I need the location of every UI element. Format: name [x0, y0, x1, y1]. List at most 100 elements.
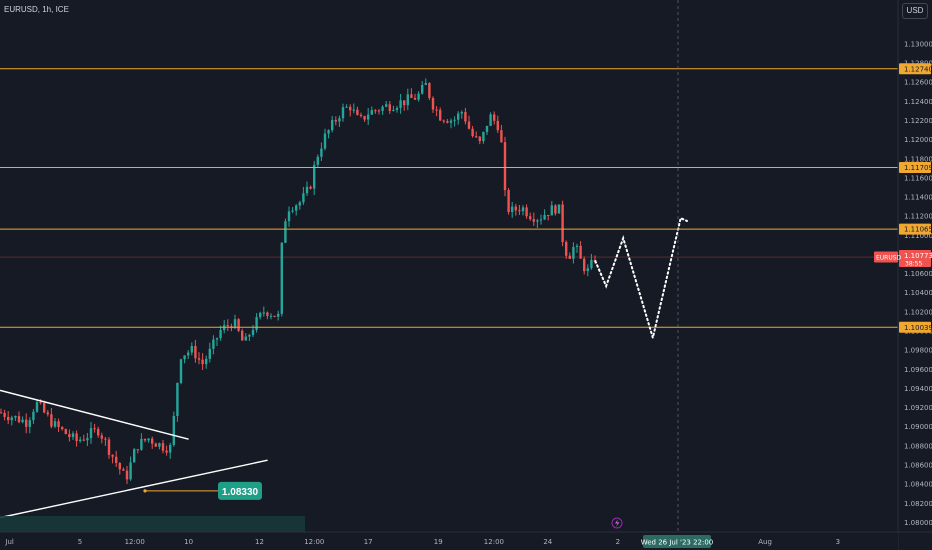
candle-body — [277, 313, 280, 317]
candle-body — [543, 214, 546, 220]
y-tick-label: 1.10200 — [904, 308, 932, 316]
candle-body — [554, 205, 557, 214]
candle-body — [154, 443, 157, 447]
candle-body — [255, 317, 258, 330]
candle-body — [323, 133, 327, 149]
x-tick-label: 12 — [255, 538, 264, 546]
candle-body — [467, 121, 471, 129]
candle-body — [352, 109, 355, 111]
lightning-icon — [611, 517, 623, 529]
candle-body — [43, 402, 46, 413]
candle-body — [53, 421, 57, 427]
y-tick-label: 1.09800 — [904, 347, 932, 355]
x-tick-label: 10 — [184, 538, 193, 546]
candle-body — [395, 107, 399, 110]
candle-body — [248, 335, 251, 337]
candle-body — [39, 402, 42, 404]
candle-body — [453, 119, 456, 121]
currency-button[interactable]: USD — [902, 3, 928, 19]
y-tick-label: 1.09600 — [904, 366, 932, 374]
candle-body — [341, 107, 345, 119]
candle-body — [349, 106, 352, 111]
candle-body — [503, 142, 507, 191]
candle-body — [485, 125, 489, 132]
level-price-label: 1.11709 — [904, 164, 932, 172]
candle-body — [507, 190, 510, 213]
y-tick-label: 1.11400 — [904, 194, 932, 202]
candle-body — [89, 428, 93, 439]
level-price-label: 1.11065 — [904, 226, 932, 234]
x-tick-label: 19 — [434, 538, 443, 546]
candle-body — [179, 359, 183, 383]
candle-body — [82, 439, 85, 441]
candle-body — [190, 345, 193, 353]
y-tick-label: 1.13000 — [904, 40, 932, 48]
y-tick-label: 1.12400 — [904, 98, 932, 106]
candle-body — [194, 345, 197, 359]
annotation-dot — [143, 489, 147, 493]
x-tick-label: 5 — [78, 538, 82, 546]
candle-body — [262, 312, 265, 314]
price-axis[interactable]: 1.130001.128001.126001.124001.122001.120… — [874, 0, 932, 550]
level-price-tag — [899, 223, 931, 235]
candle-body — [269, 315, 273, 317]
candle-body — [370, 110, 373, 115]
candle-body — [331, 120, 334, 131]
candle-body — [539, 219, 543, 221]
candle-body — [313, 164, 316, 189]
candle-body — [385, 104, 388, 107]
candle-body — [316, 156, 319, 165]
y-tick-label: 1.11800 — [904, 155, 932, 163]
y-tick-label: 1.11600 — [904, 174, 932, 182]
candle-body — [471, 128, 474, 137]
candle-body — [75, 433, 78, 441]
candle-body — [399, 100, 402, 108]
candle-body — [79, 439, 82, 441]
candle-body — [417, 93, 420, 100]
candle-body — [406, 94, 409, 106]
candle-body — [363, 116, 366, 120]
candle-body — [518, 210, 521, 212]
candle-body — [309, 186, 312, 189]
candle-body — [359, 114, 363, 117]
candle-body — [338, 118, 341, 122]
y-tick-label: 1.09200 — [904, 404, 932, 412]
candle-body — [172, 415, 175, 445]
candle-body — [259, 312, 262, 318]
trendline — [0, 389, 189, 440]
candle-body — [25, 419, 28, 427]
candle-body — [7, 416, 10, 421]
candle-body — [125, 470, 129, 480]
symbol-title[interactable]: EURUSD, 1h, ICE — [4, 5, 69, 14]
candle-body — [136, 449, 139, 451]
candle-body — [464, 112, 467, 122]
y-tick-label: 1.12600 — [904, 79, 932, 87]
candle-body — [212, 339, 215, 349]
candles — [0, 78, 597, 485]
candle-body — [500, 130, 503, 143]
annotation-label: 1.08330 — [222, 487, 259, 498]
candle-body — [104, 438, 107, 440]
candle-body — [575, 245, 579, 247]
y-tick-label: 1.08400 — [904, 481, 932, 489]
price-axis-bg — [898, 0, 932, 550]
trendlines — [0, 389, 268, 519]
projection-path — [594, 216, 688, 342]
time-axis[interactable]: Jul512:00101212:00171912:0024228Aug3Wed … — [0, 531, 932, 550]
candle-body — [287, 211, 291, 222]
candle-body — [496, 120, 499, 131]
x-tick-label: 12:00 — [304, 538, 324, 546]
last-price-tag — [899, 250, 931, 268]
candle-body — [305, 186, 309, 194]
candle-body — [68, 434, 71, 438]
candle-body — [143, 438, 147, 441]
level-price-tag — [899, 63, 931, 75]
trendline — [0, 459, 268, 519]
candle-body — [446, 121, 449, 123]
candle-body — [28, 420, 31, 427]
x-tick-label: 2 — [616, 538, 620, 546]
price-annotation[interactable]: 1.08330 — [143, 481, 262, 500]
level-price-tag — [899, 321, 931, 333]
candle-body — [93, 428, 96, 430]
